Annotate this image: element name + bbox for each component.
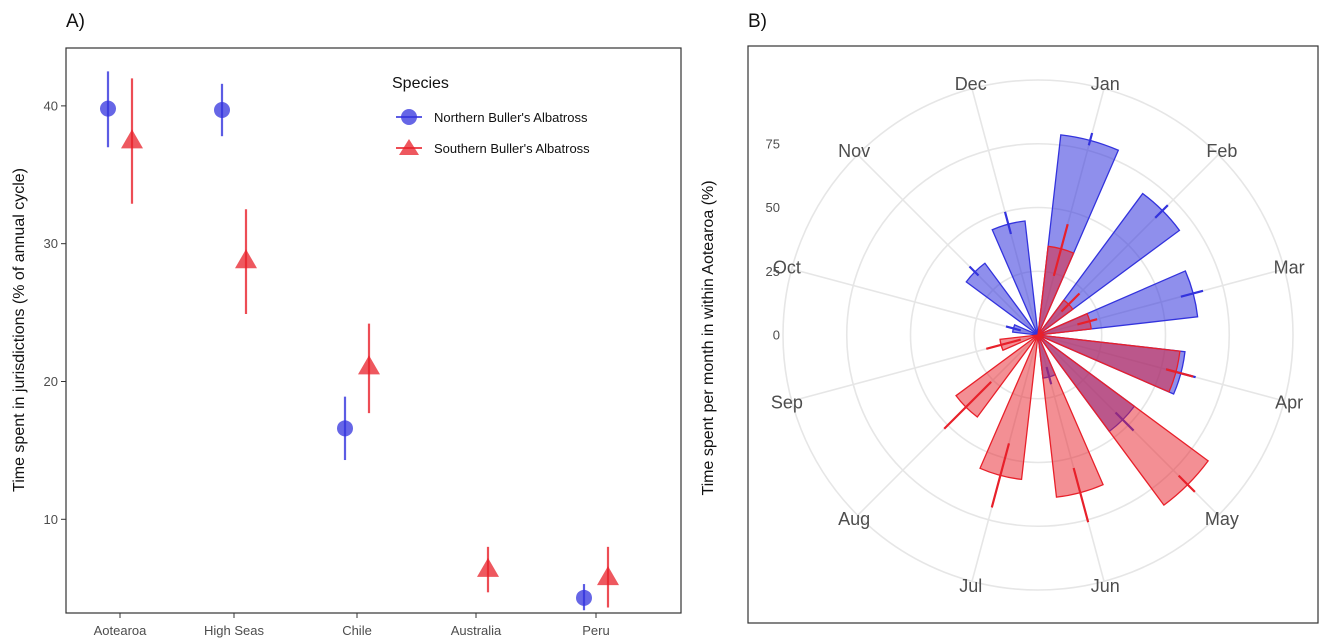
data-point-northern bbox=[337, 420, 353, 437]
error-bar-northern bbox=[968, 265, 980, 277]
error-bar-southern bbox=[1165, 368, 1194, 378]
legend-southern-marker bbox=[399, 139, 419, 155]
angular-grid-line bbox=[791, 268, 1039, 336]
radial-grid-ring bbox=[845, 142, 1231, 528]
radial-tick-label: 50 bbox=[766, 200, 780, 215]
month-label: Aug bbox=[838, 509, 870, 529]
panel-b-y-axis-title: Time spent per month in within Aotearoa … bbox=[700, 180, 717, 495]
x-tick-label: Australia bbox=[451, 623, 502, 638]
month-label: Mar bbox=[1274, 258, 1305, 278]
x-tick-label: Peru bbox=[582, 623, 609, 638]
data-point-northern bbox=[214, 102, 230, 119]
y-tick-label: 40 bbox=[44, 98, 58, 113]
data-point-southern bbox=[121, 129, 143, 149]
month-label: Oct bbox=[773, 258, 801, 278]
month-label: Dec bbox=[955, 74, 987, 94]
error-bar-southern bbox=[1077, 318, 1098, 326]
error-bar-northern bbox=[1154, 204, 1169, 219]
panel-a-y-axis-title: Time spent in jurisdictions (% of annual… bbox=[11, 168, 28, 492]
panel-a-x-axis: Aotearoa High Seas Chile Australia Peru bbox=[94, 613, 610, 638]
error-bar-southern bbox=[985, 338, 1022, 350]
x-tick-label: Aotearoa bbox=[94, 623, 148, 638]
data-point-northern bbox=[100, 100, 116, 117]
panel-a-y-axis: 10 20 30 40 bbox=[44, 98, 66, 527]
radial-tick-label: 75 bbox=[766, 136, 780, 151]
data-point-southern bbox=[358, 355, 380, 375]
month-label: Feb bbox=[1206, 141, 1237, 161]
radial-grid-ring bbox=[973, 270, 1103, 400]
legend-title: Species bbox=[392, 75, 449, 92]
panel-b-bars bbox=[943, 132, 1210, 523]
month-label: Sep bbox=[771, 392, 803, 412]
error-bar-southern bbox=[943, 381, 992, 430]
data-point-southern bbox=[235, 249, 257, 269]
panel-a-marks bbox=[100, 71, 619, 611]
error-bar-northern bbox=[1087, 132, 1094, 146]
radial-tick-label: 25 bbox=[766, 264, 780, 279]
error-bar-northern bbox=[1003, 211, 1013, 235]
month-label: Nov bbox=[838, 141, 870, 161]
error-bar-southern bbox=[1060, 292, 1081, 313]
data-point-northern bbox=[576, 589, 592, 606]
panel-b-label: B) bbox=[748, 11, 767, 32]
radial-grid-ring bbox=[782, 79, 1294, 591]
radial-tick-label: 0 bbox=[773, 328, 780, 343]
legend-item-northern: Northern Buller's Albatross bbox=[396, 109, 588, 125]
legend-northern-label: Northern Buller's Albatross bbox=[434, 110, 588, 125]
x-tick-label: Chile bbox=[342, 623, 372, 638]
panel-b-month-labels: Jan Feb Mar Apr May Jun Jul Aug Sep Oct Nov Dec bbox=[771, 74, 1305, 596]
legend: Species Northern Buller's Albatross Sout… bbox=[392, 75, 590, 156]
error-bar-southern bbox=[990, 443, 1011, 508]
legend-southern-label: Southern Buller's Albatross bbox=[434, 141, 590, 156]
y-tick-label: 20 bbox=[44, 374, 58, 389]
error-bar-southern bbox=[1052, 223, 1069, 277]
data-point-southern bbox=[597, 566, 619, 586]
error-bar-northern bbox=[1180, 289, 1204, 298]
x-tick-label: High Seas bbox=[204, 623, 264, 638]
legend-northern-marker bbox=[401, 109, 417, 125]
month-label: Jan bbox=[1091, 74, 1120, 94]
panel-a-plot-area bbox=[65, 47, 682, 614]
month-label: May bbox=[1205, 509, 1239, 529]
month-label: Jul bbox=[959, 576, 982, 596]
panel-a-label: A) bbox=[66, 11, 85, 32]
error-bar-southern bbox=[1177, 474, 1196, 493]
y-tick-label: 10 bbox=[44, 512, 58, 527]
panel-b-radial-axis: 0 25 50 75 bbox=[766, 136, 780, 342]
radial-grid-ring bbox=[909, 206, 1167, 464]
error-bar-southern bbox=[1072, 467, 1090, 523]
legend-item-southern: Southern Buller's Albatross bbox=[396, 139, 590, 156]
month-label: Jun bbox=[1091, 576, 1120, 596]
panel-b-plot-area bbox=[747, 45, 1319, 624]
month-label: Apr bbox=[1275, 392, 1303, 412]
data-point-southern bbox=[477, 557, 499, 577]
error-bar-northern bbox=[1005, 325, 1022, 332]
y-tick-label: 30 bbox=[44, 236, 58, 251]
